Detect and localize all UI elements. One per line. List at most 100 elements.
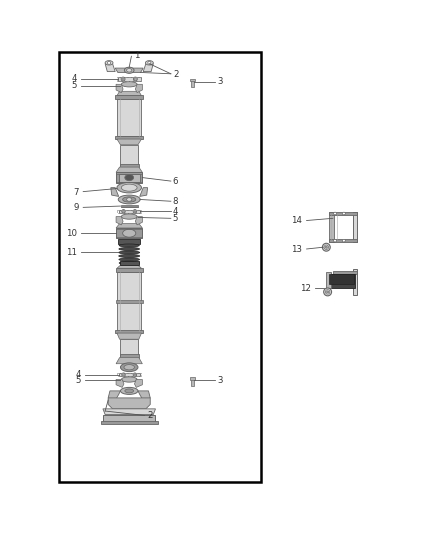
Bar xyxy=(116,300,143,303)
Polygon shape xyxy=(117,265,141,268)
Bar xyxy=(101,421,158,424)
Text: 4: 4 xyxy=(173,207,178,216)
Ellipse shape xyxy=(121,77,125,81)
Polygon shape xyxy=(116,379,124,387)
Bar xyxy=(191,80,194,87)
Ellipse shape xyxy=(343,212,346,215)
Ellipse shape xyxy=(118,195,140,204)
Polygon shape xyxy=(117,139,141,145)
Ellipse shape xyxy=(322,243,330,251)
Polygon shape xyxy=(329,239,357,242)
Polygon shape xyxy=(105,64,115,71)
Ellipse shape xyxy=(326,291,328,293)
Ellipse shape xyxy=(123,197,136,202)
Polygon shape xyxy=(143,64,153,71)
Ellipse shape xyxy=(334,239,337,242)
Text: 8: 8 xyxy=(173,197,178,206)
Polygon shape xyxy=(108,391,120,400)
Bar xyxy=(120,354,139,358)
Text: 1: 1 xyxy=(134,51,139,60)
Ellipse shape xyxy=(133,77,137,81)
Text: 4: 4 xyxy=(71,74,77,83)
Polygon shape xyxy=(111,188,119,197)
Polygon shape xyxy=(138,391,150,400)
Polygon shape xyxy=(108,398,150,409)
Text: 2: 2 xyxy=(173,70,179,79)
Bar xyxy=(119,174,140,182)
Bar xyxy=(59,52,261,482)
Polygon shape xyxy=(117,333,141,339)
Ellipse shape xyxy=(325,290,330,294)
Polygon shape xyxy=(116,358,142,364)
Ellipse shape xyxy=(123,229,136,237)
Ellipse shape xyxy=(120,387,138,394)
Ellipse shape xyxy=(105,61,113,65)
Ellipse shape xyxy=(324,288,332,296)
Text: 9: 9 xyxy=(74,203,79,212)
Bar xyxy=(116,268,143,272)
Ellipse shape xyxy=(334,212,337,215)
Bar xyxy=(115,135,143,139)
Bar xyxy=(120,164,139,167)
Ellipse shape xyxy=(134,78,136,80)
Ellipse shape xyxy=(122,78,124,80)
Ellipse shape xyxy=(324,245,328,249)
Polygon shape xyxy=(329,212,334,242)
Bar xyxy=(117,272,141,332)
Ellipse shape xyxy=(124,67,134,74)
Ellipse shape xyxy=(117,182,141,193)
Text: 10: 10 xyxy=(66,229,77,238)
Polygon shape xyxy=(116,216,123,225)
Text: 6: 6 xyxy=(173,177,178,187)
Ellipse shape xyxy=(148,61,151,64)
Polygon shape xyxy=(329,212,357,215)
Bar xyxy=(190,377,195,380)
Polygon shape xyxy=(326,272,331,287)
Ellipse shape xyxy=(119,258,140,261)
Bar xyxy=(103,415,155,423)
Bar xyxy=(116,172,142,183)
Ellipse shape xyxy=(124,365,134,370)
Bar xyxy=(120,339,138,356)
Polygon shape xyxy=(134,379,142,387)
Bar xyxy=(120,261,139,265)
Ellipse shape xyxy=(119,254,140,257)
Polygon shape xyxy=(116,223,142,228)
Text: 3: 3 xyxy=(217,77,223,86)
Ellipse shape xyxy=(125,389,134,393)
Bar xyxy=(115,329,143,333)
Ellipse shape xyxy=(343,239,346,242)
Ellipse shape xyxy=(121,377,137,382)
Bar xyxy=(119,210,140,213)
Ellipse shape xyxy=(134,211,136,212)
Bar xyxy=(353,212,357,242)
Ellipse shape xyxy=(134,374,136,375)
Polygon shape xyxy=(329,274,354,284)
Bar xyxy=(119,373,140,376)
Polygon shape xyxy=(140,188,148,197)
Polygon shape xyxy=(333,271,357,273)
Polygon shape xyxy=(135,84,142,93)
Text: 11: 11 xyxy=(66,247,77,256)
Polygon shape xyxy=(328,273,355,287)
Ellipse shape xyxy=(122,209,125,213)
Text: 13: 13 xyxy=(291,245,302,254)
Ellipse shape xyxy=(122,373,125,376)
Ellipse shape xyxy=(121,214,137,219)
Bar xyxy=(118,239,140,244)
Ellipse shape xyxy=(120,363,138,372)
Text: 14: 14 xyxy=(291,216,302,225)
Ellipse shape xyxy=(121,82,137,87)
Ellipse shape xyxy=(119,244,139,247)
Text: 5: 5 xyxy=(71,81,77,90)
Bar xyxy=(190,78,195,81)
Ellipse shape xyxy=(133,209,137,213)
Bar xyxy=(191,378,194,386)
Polygon shape xyxy=(103,409,155,415)
Ellipse shape xyxy=(107,61,110,64)
Text: 5: 5 xyxy=(173,214,178,223)
Ellipse shape xyxy=(121,184,137,191)
Text: 7: 7 xyxy=(73,188,79,197)
Bar xyxy=(116,228,142,238)
Bar xyxy=(117,99,141,136)
